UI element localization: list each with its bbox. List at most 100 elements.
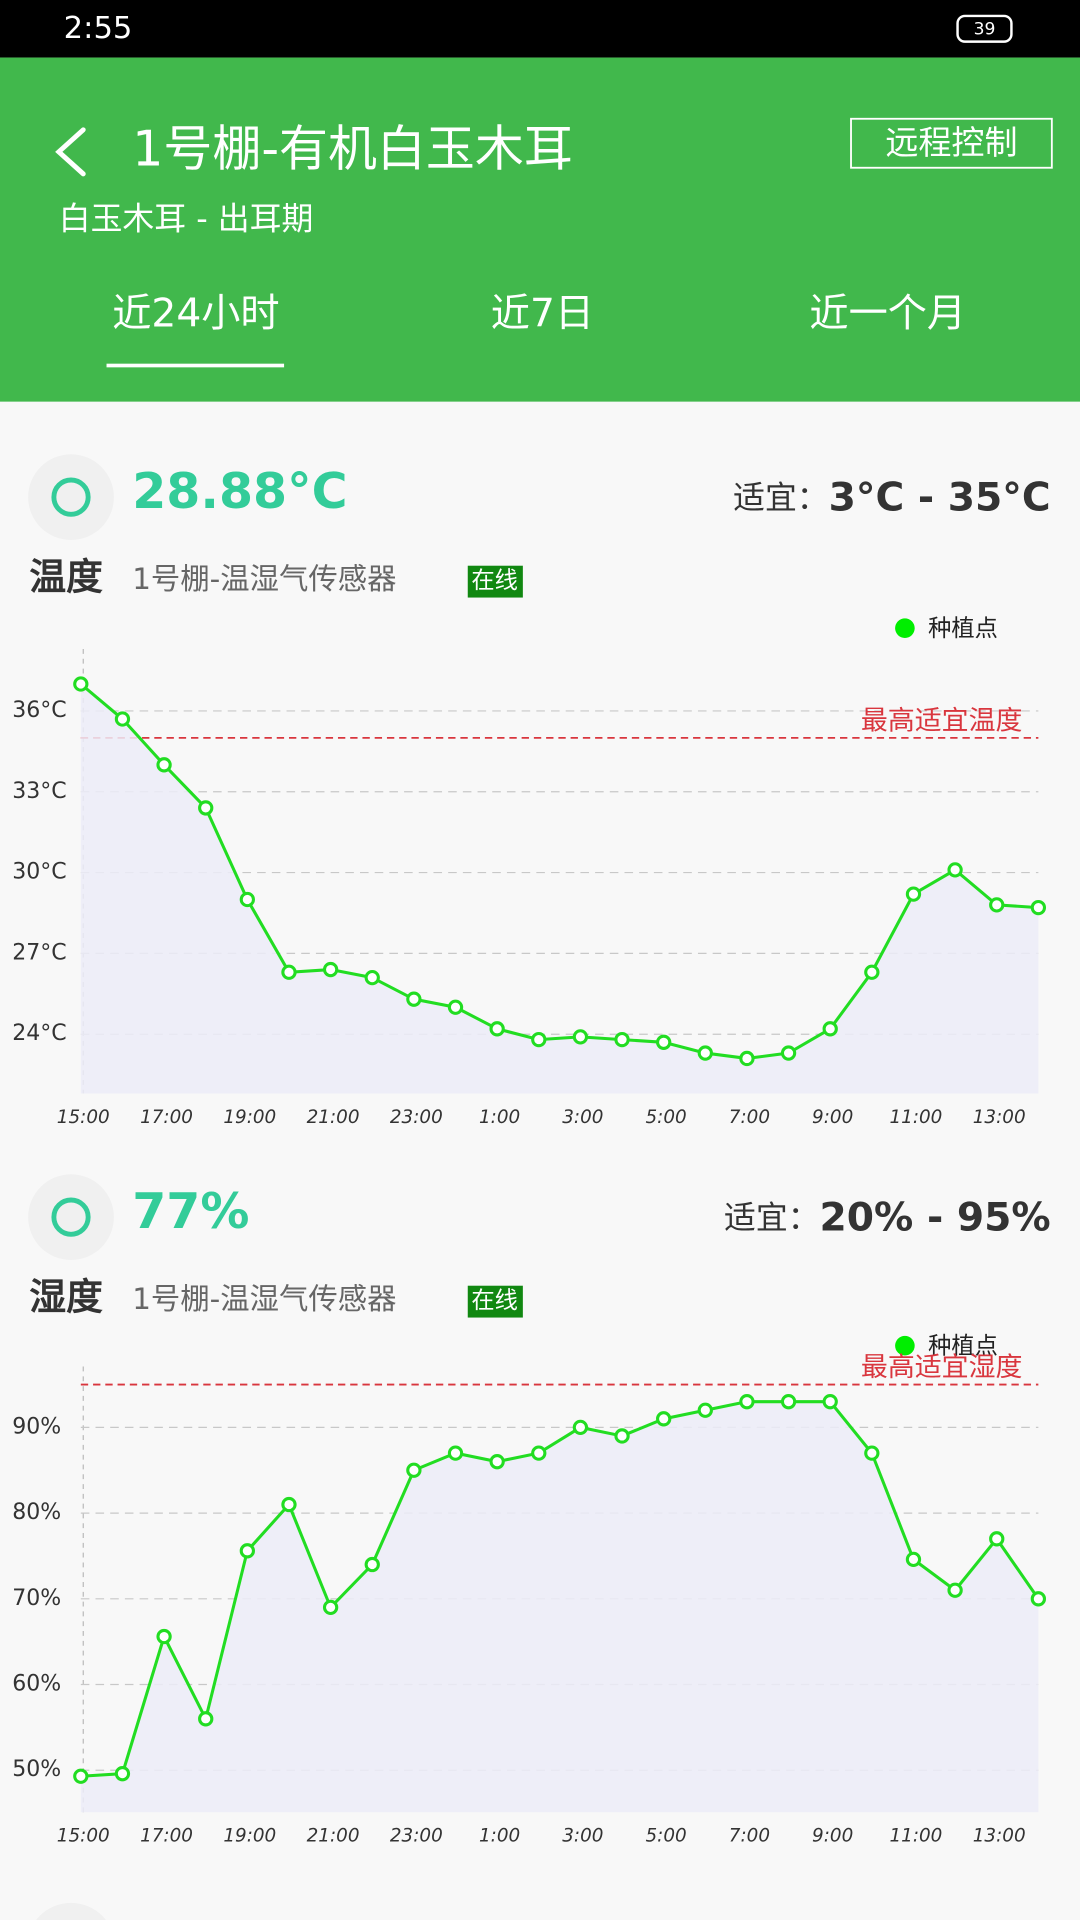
x-tick-label: 11:00 (889, 1826, 942, 1847)
point (364, 1556, 380, 1573)
point (239, 1543, 255, 1559)
x-tick-label: 1:00 (479, 1107, 520, 1128)
tab[interactable]: 近一个月 (809, 291, 966, 336)
point (1030, 1591, 1047, 1607)
legend-label: 种植点 (928, 615, 998, 642)
x-tick-label: 23:00 (390, 1826, 443, 1847)
range-value: 20% - 95% (820, 1195, 1051, 1240)
x-tick-label: 15:00 (57, 1826, 110, 1847)
point (697, 1402, 713, 1418)
y-tick-label: 50% (12, 1757, 61, 1782)
y-tick-label: 60% (12, 1672, 61, 1697)
x-tick-label: 11:00 (889, 1107, 942, 1128)
x-tick-label: 9:00 (812, 1826, 853, 1847)
battery-level: 39 (974, 19, 996, 39)
point (822, 1021, 838, 1037)
point (156, 757, 172, 773)
point (322, 1599, 339, 1616)
point (947, 862, 963, 878)
point (656, 1411, 672, 1427)
back-button[interactable] (55, 127, 86, 177)
point (656, 1034, 672, 1050)
point (406, 1462, 422, 1478)
page-subtitle: 白玉木耳 - 出耳期 (59, 199, 314, 237)
legend-marker (895, 1335, 915, 1356)
point (822, 1394, 838, 1410)
point (447, 999, 464, 1015)
metric-name: 湿度 (29, 1276, 103, 1319)
x-tick-label: 5:00 (646, 1107, 687, 1128)
y-tick-label: 24°C (12, 1021, 66, 1046)
remote-control-button[interactable] (850, 117, 1053, 169)
point (281, 964, 297, 980)
point (322, 961, 339, 978)
x-tick-label: 17:00 (140, 1107, 193, 1128)
sensor-icon-bg (28, 1174, 114, 1260)
point (947, 1582, 963, 1598)
x-tick-label: 21:00 (307, 1107, 360, 1128)
suitable-range: 适宜：20% - 95% (724, 1195, 1051, 1240)
status-time: 2:55 (64, 11, 133, 46)
point (406, 991, 422, 1007)
x-tick-label: 5:00 (646, 1826, 687, 1847)
legend-marker (895, 618, 915, 638)
y-tick-label: 36°C (12, 698, 66, 723)
x-tick-label: 7:00 (729, 1107, 770, 1128)
line (80, 1400, 1040, 1778)
sensor-icon-bg (28, 454, 114, 540)
point (364, 969, 380, 986)
tab[interactable]: 近7日 (491, 291, 594, 336)
point (864, 1445, 880, 1461)
page-title: 1号棚-有机白玉木耳 (132, 120, 573, 177)
current-value: 77% (132, 1183, 249, 1240)
status-badge (467, 565, 523, 598)
range-label: 适宜： (724, 1199, 820, 1237)
point (531, 1445, 547, 1461)
y-tick-label: 90% (12, 1414, 61, 1439)
point (531, 1031, 547, 1048)
point (1030, 899, 1047, 916)
tab-indicator (106, 363, 285, 368)
range-value: 3°C - 35°C (829, 475, 1051, 520)
x-tick-label: 3:00 (562, 1826, 603, 1847)
point (614, 1428, 630, 1444)
point (73, 676, 89, 692)
area (80, 684, 1039, 1094)
x-tick-label: 13:00 (973, 1826, 1026, 1847)
threshold-label: 最高适宜温度 (861, 705, 1023, 736)
remote-control-label[interactable]: 远程控制 (885, 123, 1017, 162)
x-tick-label: 13:00 (973, 1107, 1026, 1128)
point (114, 711, 131, 727)
y-tick-label: 70% (12, 1586, 61, 1611)
x-tick-label: 19:00 (223, 1826, 276, 1847)
status-badge (467, 1285, 523, 1318)
x-tick-label: 19:00 (223, 1107, 276, 1128)
point (489, 1021, 505, 1037)
next-section-icon (36, 1902, 106, 1920)
point (281, 1496, 297, 1513)
y-tick-label: 27°C (12, 940, 66, 965)
point (572, 1419, 589, 1436)
point (989, 897, 1005, 913)
x-tick-label: 3:00 (562, 1107, 603, 1128)
range-label: 适宜： (733, 479, 829, 517)
suitable-range: 适宜：3°C - 35°C (733, 475, 1050, 520)
point (156, 1628, 172, 1645)
current-value: 28.88°C (132, 463, 347, 520)
point (447, 1445, 464, 1461)
point (198, 800, 214, 816)
line (79, 682, 1039, 1060)
threshold-label: 最高适宜湿度 (861, 1352, 1023, 1383)
sensor-icon (51, 1197, 91, 1237)
point (572, 1029, 589, 1045)
x-tick-label: 21:00 (307, 1826, 360, 1847)
x-tick-label: 23:00 (390, 1107, 443, 1128)
status-text: 在线 (471, 567, 518, 594)
area (80, 1401, 1039, 1813)
legend-label: 种植点 (928, 1332, 998, 1359)
x-tick-label: 1:00 (479, 1826, 520, 1847)
tab[interactable]: 近24小时 (112, 291, 279, 336)
